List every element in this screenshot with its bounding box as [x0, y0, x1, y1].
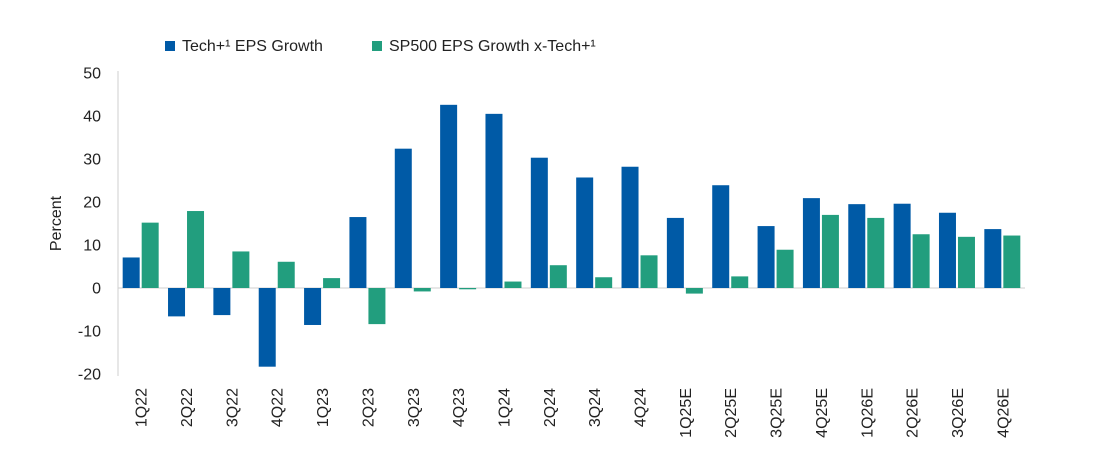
- x-tick-label: 4Q26E: [995, 388, 1012, 438]
- x-tick-label: 2Q24: [542, 388, 559, 427]
- bar-tech-2Q23: [349, 217, 367, 288]
- bar-tech-1Q26E: [848, 204, 866, 288]
- bar-tech-1Q24: [485, 113, 503, 288]
- bar-ex-tech-4Q24: [640, 255, 658, 288]
- y-tick-label: 20: [83, 195, 101, 212]
- x-tick-label: 4Q22: [270, 388, 287, 427]
- x-tick-label: 3Q26E: [950, 388, 967, 438]
- y-tick-label: 40: [83, 109, 101, 126]
- x-tick-label: 3Q23: [406, 388, 423, 427]
- y-axis-ticks: 50 40 30 20 10 0 -10 -20: [78, 66, 101, 384]
- x-tick-label: 1Q25E: [678, 388, 695, 438]
- x-tick-label: 2Q25E: [723, 388, 740, 438]
- x-tick-label: 1Q26E: [859, 388, 876, 438]
- x-tick-label: 1Q22: [134, 388, 151, 427]
- x-axis-ticks: 1Q22 2Q22 3Q22 4Q22 1Q23 2Q23 3Q23 4Q23 1Q24 2Q24…: [134, 388, 1013, 438]
- y-axis-title: Percent: [48, 195, 65, 251]
- bar-tech-3Q25E: [757, 226, 775, 288]
- bar-ex-tech-3Q25E: [776, 249, 794, 288]
- bar-tech-3Q24: [576, 177, 594, 288]
- x-tick-label: 4Q25E: [814, 388, 831, 438]
- x-tick-label: 2Q23: [360, 388, 377, 427]
- bar-ex-tech-2Q24: [549, 265, 567, 288]
- legend-swatch: [372, 41, 382, 51]
- bar-tech-3Q22: [213, 288, 231, 316]
- x-tick-label: 3Q25E: [769, 388, 786, 438]
- x-tick-label: 4Q23: [451, 388, 468, 427]
- bar-ex-tech-3Q26E: [957, 236, 975, 288]
- x-tick-label: 2Q26E: [905, 388, 922, 438]
- bar-tech-4Q23: [440, 104, 458, 288]
- bar-tech-4Q24: [621, 166, 639, 288]
- bar-tech-1Q22: [122, 257, 140, 288]
- bar-ex-tech-4Q23: [459, 288, 477, 290]
- y-tick-label: 10: [83, 238, 101, 255]
- y-tick-label: -20: [78, 367, 101, 384]
- bar-ex-tech-2Q23: [368, 288, 386, 325]
- x-tick-label: 2Q22: [179, 388, 196, 427]
- bar-tech-2Q26E: [893, 203, 911, 288]
- bar-ex-tech-1Q22: [141, 222, 159, 288]
- bar-ex-tech-1Q24: [504, 281, 522, 288]
- y-tick-label: 50: [83, 66, 101, 83]
- bar-ex-tech-2Q22: [187, 211, 205, 288]
- bar-ex-tech-1Q23: [323, 278, 341, 288]
- x-tick-label: 3Q24: [587, 388, 604, 427]
- bar-ex-tech-1Q26E: [867, 217, 885, 288]
- bar-ex-tech-3Q24: [595, 277, 613, 288]
- x-tick-label: 1Q23: [315, 388, 332, 427]
- bar-tech-2Q24: [530, 157, 548, 288]
- bar-tech-4Q22: [258, 288, 276, 367]
- bar-ex-tech-2Q25E: [731, 276, 749, 288]
- bar-tech-1Q23: [304, 288, 322, 325]
- x-tick-label: 4Q24: [633, 388, 650, 427]
- legend-label: SP500 EPS Growth x-Tech+¹: [389, 38, 596, 55]
- bar-ex-tech-1Q25E: [685, 288, 703, 294]
- legend: Tech+¹ EPS Growth SP500 EPS Growth x-Tech…: [165, 38, 596, 55]
- y-tick-label: 30: [83, 152, 101, 169]
- x-tick-label: 3Q22: [224, 388, 241, 427]
- bar-ex-tech-4Q26E: [1003, 235, 1021, 288]
- bar-ex-tech-2Q26E: [912, 234, 930, 288]
- bar-tech-4Q26E: [984, 229, 1002, 288]
- x-tick-label: 1Q24: [496, 388, 513, 427]
- bar-tech-2Q22: [168, 288, 186, 317]
- bar-tech-2Q25E: [712, 185, 730, 288]
- bar-ex-tech-4Q22: [277, 261, 295, 288]
- legend-swatch: [165, 41, 175, 51]
- y-tick-label: 0: [92, 281, 101, 298]
- y-tick-label: -10: [78, 324, 101, 341]
- bars: [122, 104, 1021, 367]
- legend-label: Tech+¹ EPS Growth: [182, 38, 323, 55]
- bar-ex-tech-3Q22: [232, 251, 250, 288]
- bar-ex-tech-4Q25E: [821, 214, 839, 288]
- bar-tech-4Q25E: [802, 198, 820, 288]
- axes: [117, 71, 1025, 376]
- bar-tech-3Q23: [394, 148, 412, 288]
- bar-ex-tech-3Q23: [413, 288, 431, 292]
- bar-tech-3Q26E: [938, 212, 956, 288]
- bar-tech-1Q25E: [666, 217, 684, 288]
